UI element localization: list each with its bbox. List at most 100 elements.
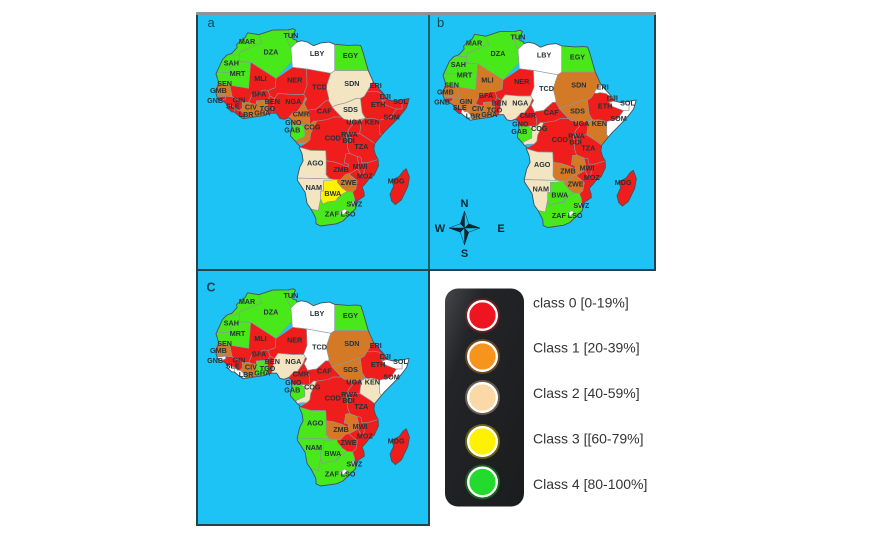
svg-text:MDG: MDG xyxy=(388,436,405,445)
svg-text:ZMB: ZMB xyxy=(333,165,349,174)
svg-text:ERI: ERI xyxy=(370,341,382,350)
svg-text:DJI: DJI xyxy=(607,94,618,103)
svg-text:KEN: KEN xyxy=(592,119,607,128)
svg-text:ZMB: ZMB xyxy=(560,166,576,175)
svg-text:EGY: EGY xyxy=(343,311,358,320)
svg-text:BEN: BEN xyxy=(492,98,507,107)
svg-text:SOM: SOM xyxy=(610,114,626,123)
svg-text:Class 2 [40-59%]: Class 2 [40-59%] xyxy=(533,385,640,401)
svg-text:BWA: BWA xyxy=(324,449,341,458)
svg-text:TZA: TZA xyxy=(354,402,368,411)
svg-text:BFA: BFA xyxy=(252,90,266,99)
svg-text:W: W xyxy=(435,223,446,235)
svg-text:SOL: SOL xyxy=(393,357,408,366)
svg-text:MOZ: MOZ xyxy=(584,173,601,182)
svg-text:TUN: TUN xyxy=(284,291,299,300)
svg-text:EGY: EGY xyxy=(343,51,358,60)
svg-text:MAR: MAR xyxy=(239,297,256,306)
svg-text:GHA: GHA xyxy=(254,369,270,378)
svg-text:LBR: LBR xyxy=(239,370,255,379)
svg-text:LBY: LBY xyxy=(537,51,552,60)
svg-text:SLE: SLE xyxy=(226,102,240,111)
svg-text:SLE: SLE xyxy=(226,362,240,371)
svg-text:AGO: AGO xyxy=(307,159,324,168)
svg-text:SWZ: SWZ xyxy=(346,199,363,208)
svg-text:SOL: SOL xyxy=(393,97,408,106)
svg-text:AGO: AGO xyxy=(307,419,324,428)
svg-text:UGA: UGA xyxy=(346,117,362,126)
svg-text:LBR: LBR xyxy=(239,110,255,119)
svg-text:SAH: SAH xyxy=(451,60,466,69)
svg-text:CIV: CIV xyxy=(245,103,257,112)
svg-text:GMB: GMB xyxy=(210,346,227,355)
svg-text:COD: COD xyxy=(325,134,341,143)
svg-text:GAB: GAB xyxy=(284,125,300,134)
svg-text:TGO: TGO xyxy=(260,364,276,373)
svg-text:SWZ: SWZ xyxy=(573,201,590,210)
svg-text:GNO: GNO xyxy=(512,120,529,129)
svg-text:BWA: BWA xyxy=(324,189,341,198)
svg-text:KEN: KEN xyxy=(365,377,380,386)
svg-text:DJI: DJI xyxy=(380,92,391,101)
svg-text:NAM: NAM xyxy=(306,183,322,192)
svg-text:C: C xyxy=(207,281,216,295)
svg-text:TZA: TZA xyxy=(581,144,595,153)
svg-text:TCD: TCD xyxy=(539,84,554,93)
svg-text:UGA: UGA xyxy=(346,377,362,386)
svg-text:LSO: LSO xyxy=(341,210,356,219)
svg-text:E: E xyxy=(497,223,504,235)
svg-text:SOL: SOL xyxy=(620,98,635,107)
svg-text:NGA: NGA xyxy=(285,357,301,366)
svg-text:NER: NER xyxy=(514,77,530,86)
svg-text:ZMB: ZMB xyxy=(333,425,349,434)
svg-text:SOM: SOM xyxy=(383,373,399,382)
svg-text:CAF: CAF xyxy=(317,366,332,375)
svg-text:BEN: BEN xyxy=(265,357,280,366)
svg-text:CMR: CMR xyxy=(293,370,310,379)
svg-text:SAH: SAH xyxy=(224,319,239,328)
svg-text:MAR: MAR xyxy=(239,37,256,46)
svg-text:ERI: ERI xyxy=(597,83,609,92)
svg-text:MRT: MRT xyxy=(230,69,246,78)
svg-text:LSO: LSO xyxy=(341,470,356,479)
svg-text:COD: COD xyxy=(552,135,568,144)
svg-text:BFA: BFA xyxy=(252,350,266,359)
svg-text:LSO: LSO xyxy=(568,211,583,220)
svg-text:TUN: TUN xyxy=(284,31,299,40)
svg-text:b: b xyxy=(437,15,444,30)
svg-text:GNB: GNB xyxy=(207,96,223,105)
svg-text:GHA: GHA xyxy=(254,109,270,118)
svg-text:MRT: MRT xyxy=(457,71,473,80)
svg-text:MLI: MLI xyxy=(254,74,266,83)
svg-text:LBR: LBR xyxy=(466,112,482,121)
svg-text:S: S xyxy=(461,248,468,260)
svg-text:GNB: GNB xyxy=(434,97,450,106)
svg-text:ETH: ETH xyxy=(371,360,385,369)
svg-text:Class 1 [20-39%]: Class 1 [20-39%] xyxy=(533,340,640,356)
svg-text:CIV: CIV xyxy=(472,104,484,113)
svg-text:TCD: TCD xyxy=(312,83,327,92)
svg-text:RWA: RWA xyxy=(341,130,358,139)
svg-text:MDG: MDG xyxy=(388,176,405,185)
svg-text:AGO: AGO xyxy=(534,160,551,169)
svg-text:MDG: MDG xyxy=(615,178,632,187)
svg-text:BDI: BDI xyxy=(342,136,354,145)
svg-text:BDI: BDI xyxy=(342,396,354,405)
svg-text:class 0 [0-19%]: class 0 [0-19%] xyxy=(533,295,629,311)
svg-text:BFA: BFA xyxy=(479,91,493,100)
svg-text:a: a xyxy=(208,15,216,30)
svg-text:GNO: GNO xyxy=(285,378,302,387)
svg-text:RWA: RWA xyxy=(341,390,358,399)
svg-text:TCD: TCD xyxy=(312,343,327,352)
svg-text:EGY: EGY xyxy=(570,53,585,62)
svg-text:NGA: NGA xyxy=(285,97,301,106)
svg-text:SAH: SAH xyxy=(224,59,239,68)
svg-text:SLE: SLE xyxy=(453,103,467,112)
svg-text:SEN: SEN xyxy=(217,79,232,88)
svg-text:SDS: SDS xyxy=(343,365,358,374)
svg-text:MWI: MWI xyxy=(353,162,368,171)
svg-text:ZWE: ZWE xyxy=(341,438,357,447)
svg-text:GIN: GIN xyxy=(233,95,246,104)
svg-text:MLI: MLI xyxy=(481,75,493,84)
svg-text:DZA: DZA xyxy=(264,48,279,57)
